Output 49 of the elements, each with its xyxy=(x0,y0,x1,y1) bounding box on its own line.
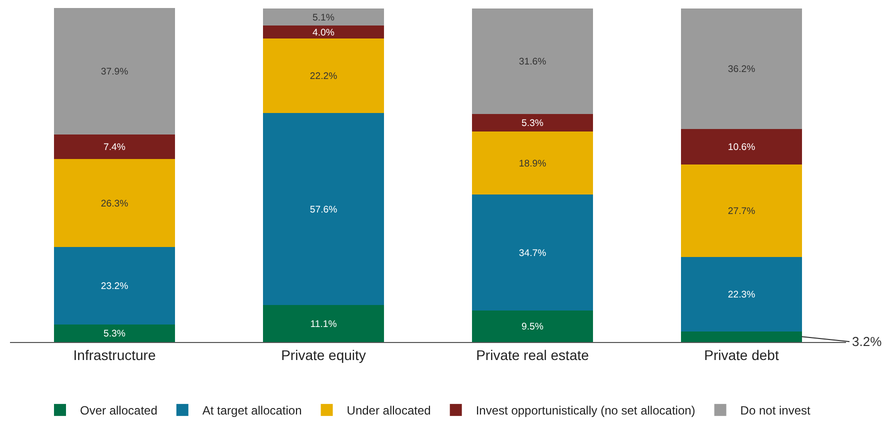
legend-label: Over allocated xyxy=(80,404,158,418)
data-label: 22.2% xyxy=(310,71,338,82)
bar xyxy=(262,112,384,305)
legend-label: Do not invest xyxy=(740,404,811,418)
data-label: 31.6% xyxy=(518,56,547,68)
bar xyxy=(472,131,594,195)
data-label: 5.3% xyxy=(104,328,126,340)
data-label: 23.2% xyxy=(100,281,129,292)
bar xyxy=(680,331,802,342)
data-label: 5.1% xyxy=(312,12,335,24)
bar xyxy=(54,246,176,324)
bar xyxy=(262,304,384,342)
bar xyxy=(54,324,176,342)
x-tick-label: Private debt xyxy=(704,346,779,363)
legend-label: At target allocation xyxy=(202,404,302,418)
bar xyxy=(262,25,384,39)
data-label: 34.7% xyxy=(518,248,547,259)
data-label: 7.4% xyxy=(104,142,126,154)
bar xyxy=(472,8,594,114)
x-tick-label: Private real estate xyxy=(476,346,590,363)
legend-label: Under allocated xyxy=(346,404,431,418)
bar xyxy=(54,134,176,160)
bar xyxy=(680,164,802,257)
data-label: 27.7% xyxy=(728,206,756,218)
bar xyxy=(472,310,594,342)
bar xyxy=(472,194,594,310)
x-tick-label: Private equity xyxy=(281,346,366,363)
data-label: 36.2% xyxy=(728,64,756,76)
bar xyxy=(680,129,802,164)
legend-label: Invest opportunistically (no set allocation) xyxy=(476,404,696,418)
data-label: 4.0% xyxy=(312,27,335,38)
data-label: 37.9% xyxy=(100,66,129,78)
bar xyxy=(680,8,802,130)
bar xyxy=(54,8,176,134)
data-label: 26.3% xyxy=(100,198,129,210)
data-label: 10.6% xyxy=(728,142,756,154)
bar xyxy=(262,38,384,113)
data-label: 57.6% xyxy=(310,204,338,216)
data-label: 18.9% xyxy=(518,158,547,170)
data-label: 9.5% xyxy=(522,322,544,333)
x-tick-label: Infrastructure xyxy=(73,346,156,363)
bar xyxy=(680,256,802,332)
data-label: 3.2% xyxy=(852,334,882,349)
data-label: 22.3% xyxy=(728,290,756,301)
bar xyxy=(262,8,384,26)
data-label: 11.1% xyxy=(310,318,338,330)
bar xyxy=(54,159,176,247)
data-label: 5.3% xyxy=(522,118,544,130)
bar xyxy=(472,114,594,132)
